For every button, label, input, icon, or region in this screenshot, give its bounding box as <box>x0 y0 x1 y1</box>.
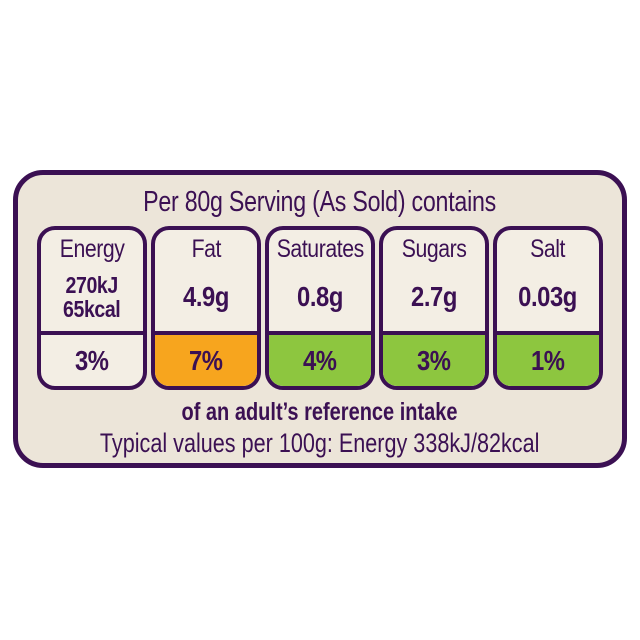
sugars-value: 2.7g <box>411 281 457 313</box>
fat-label: Fat <box>191 235 221 263</box>
nutrient-column-fat: Fat 4.9g 7% <box>151 226 261 390</box>
fat-percent: 7% <box>189 344 223 376</box>
salt-percent: 1% <box>531 344 565 376</box>
nutrient-column-sugars: Sugars 2.7g 3% <box>379 226 489 390</box>
nutrient-column-saturates: Saturates 0.8g 4% <box>265 226 375 390</box>
sugars-value-cell: Sugars 2.7g <box>383 230 485 335</box>
serving-header-text: Per 80g Serving (As Sold) contains <box>143 186 497 218</box>
saturates-value-cell: Saturates 0.8g <box>269 230 371 335</box>
nutrient-column-energy: Energy 270kJ 65kcal 3% <box>37 226 147 390</box>
saturates-percent-cell: 4% <box>269 335 371 386</box>
nutrient-columns-row: Energy 270kJ 65kcal 3% Fat 4.9g <box>37 226 603 390</box>
sugars-label: Sugars <box>401 235 467 263</box>
serving-header: Per 80g Serving (As Sold) contains <box>99 184 540 220</box>
energy-percent: 3% <box>75 344 109 376</box>
salt-value: 0.03g <box>518 281 578 313</box>
fat-percent-cell: 7% <box>155 335 257 386</box>
energy-value: 270kJ 65kcal <box>63 271 121 322</box>
nutrient-column-salt: Salt 0.03g 1% <box>493 226 603 390</box>
energy-value-cell: Energy 270kJ 65kcal <box>41 230 143 335</box>
energy-percent-cell: 3% <box>41 335 143 386</box>
salt-percent-cell: 1% <box>497 335 599 386</box>
saturates-value: 0.8g <box>297 281 343 313</box>
nutrition-label-panel: Per 80g Serving (As Sold) contains Energ… <box>13 170 627 468</box>
typical-values-line: Typical values per 100g: Energy 338kJ/82… <box>100 428 540 458</box>
salt-label: Salt <box>530 235 566 263</box>
reference-intake-line: of an adult’s reference intake <box>181 398 459 426</box>
saturates-label: Saturates <box>276 235 364 263</box>
energy-label: Energy <box>59 235 125 263</box>
sugars-percent: 3% <box>417 344 451 376</box>
saturates-percent: 4% <box>303 344 337 376</box>
fat-value-cell: Fat 4.9g <box>155 230 257 335</box>
salt-value-cell: Salt 0.03g <box>497 230 599 335</box>
sugars-percent-cell: 3% <box>383 335 485 386</box>
fat-value: 4.9g <box>183 281 229 313</box>
